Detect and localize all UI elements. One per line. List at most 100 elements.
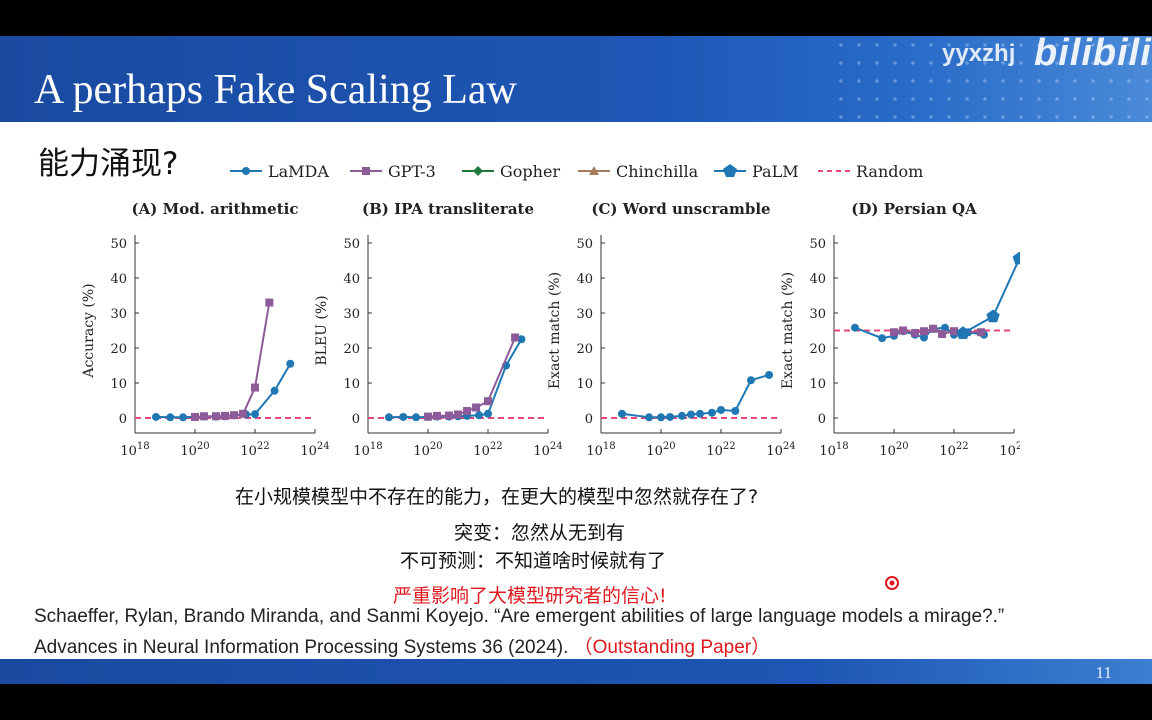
data-point [938,330,947,338]
video-top-bar [0,0,1152,36]
y-tick-label: 40 [110,272,127,287]
data-point [265,298,274,307]
x-tick-label: 1018 [819,441,848,459]
y-tick-label: 0 [352,412,360,427]
data-point [899,326,908,335]
data-point [890,328,898,337]
data-point [910,328,919,337]
data-point [270,386,279,395]
data-point [251,410,259,419]
y-tick-label: 20 [110,342,127,357]
bilibili-logo: bilibili [1034,36,1152,74]
data-point [151,412,160,421]
data-point [645,413,654,422]
x-tick-label: 1020 [180,441,209,459]
data-point [747,376,755,385]
x-tick-label: 1018 [586,441,615,459]
data-point [940,323,949,332]
data-point [677,411,686,420]
data-point [484,409,492,418]
data-point [433,411,442,420]
data-point [920,333,928,342]
watermark-username: yyxzhj [942,40,1016,67]
data-point [920,327,928,336]
x-tick-label: 1022 [240,441,269,459]
legend-item-random: Random [816,156,923,186]
y-tick-label: 50 [809,237,826,252]
y-tick-label: 30 [576,307,593,322]
x-tick-label: 1024 [300,441,329,459]
data-point [424,412,432,421]
data-point [687,410,695,419]
reference-line-1: Schaeffer, Rylan, Brando Miranda, and Sa… [34,606,1005,627]
data-point [191,412,199,421]
data-point [230,411,239,420]
y-tick-label: 10 [576,377,593,392]
legend-marker-gpt3 [350,167,382,175]
x-tick-label: 1022 [706,441,735,459]
data-point [731,407,740,415]
y-tick-label: 20 [576,342,593,357]
data-point [463,407,472,415]
data-point [444,411,453,420]
video-bottom-bar [0,684,1152,720]
legend-label: GPT-3 [388,161,436,181]
y-tick-label: 0 [585,412,593,427]
legend-item-palm: PaLM [712,156,799,186]
x-tick-label: 1020 [879,441,908,459]
data-point [929,324,938,333]
header-decoration [832,36,1152,122]
data-point [986,309,1000,323]
legend-item-gpt3: GPT-3 [348,156,436,186]
y-axis-label: Exact match (%) [780,272,796,389]
reference-award: （Outstanding Paper） [573,637,771,658]
legend-item-lamda: LaMDA [228,156,329,186]
y-tick-label: 20 [343,342,360,357]
series-gpt3 [890,324,986,338]
data-point [1012,251,1020,265]
data-point [666,412,675,421]
data-point [472,403,481,412]
y-axis-label: Accuracy (%) [81,283,97,378]
slide-header: A perhaps Fake Scaling Law yyxzhj bilibi… [0,36,1152,122]
y-tick-label: 50 [343,237,360,252]
legend-item-gopher: Gopher [460,156,560,186]
data-point [950,327,958,336]
data-point [221,411,229,420]
x-tick-label: 1018 [120,441,149,459]
y-tick-label: 0 [818,412,826,427]
series-line [155,363,292,419]
y-tick-label: 30 [110,307,127,322]
x-tick-label: 1018 [353,441,382,459]
y-tick-label: 10 [343,377,360,392]
slide-footer-bar: 11 [0,659,1152,684]
data-point [200,412,209,421]
y-tick-label: 20 [809,342,826,357]
y-tick-label: 30 [343,307,360,322]
reference-line-2: Advances in Neural Information Processin… [34,632,770,659]
y-tick-label: 0 [119,412,127,427]
legend-marker-random [818,170,850,172]
series-gpt3 [191,298,274,421]
slide-subtitle: 能力涌现? [38,146,179,182]
point-sudden: 突变：忽然从无到有 [454,522,626,544]
data-point [454,410,462,419]
y-tick-label: 40 [576,272,593,287]
series-lamda [384,335,526,422]
series-gpt3 [424,333,520,421]
data-point [412,413,421,422]
legend-label: Random [856,161,924,181]
data-point [251,383,259,392]
x-tick-label: 1024 [766,441,795,459]
chart-title: (B) IPA transliterate [362,200,534,218]
legend-label: LaMDA [268,161,329,181]
y-axis-label: BLEU (%) [314,295,330,365]
data-point [239,409,248,418]
data-point [399,412,408,421]
x-tick-label: 1024 [533,441,562,459]
